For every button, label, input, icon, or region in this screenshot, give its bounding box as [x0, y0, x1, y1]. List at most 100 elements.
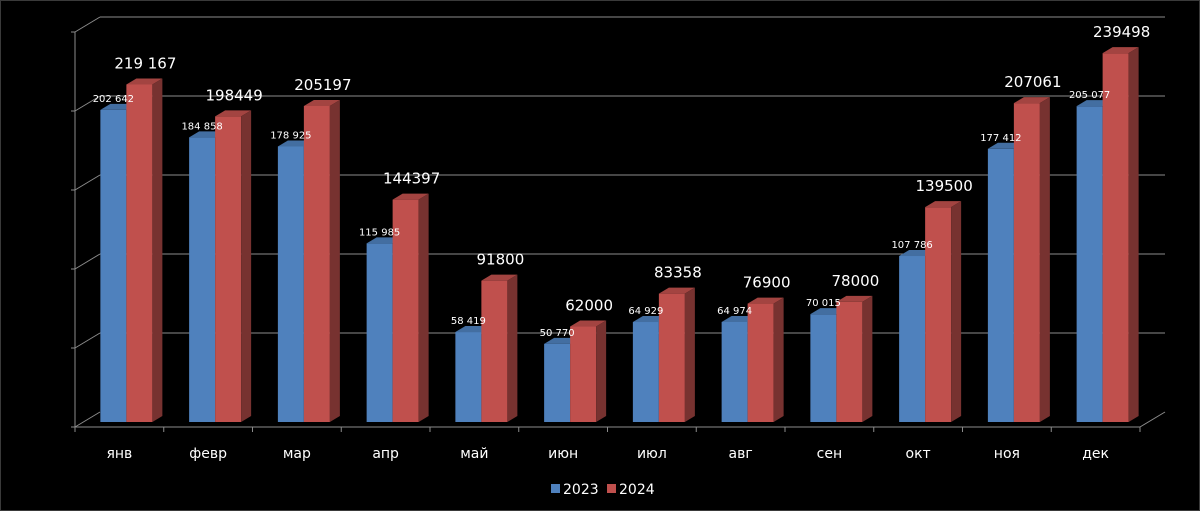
- data-label-2024-0: 219 167: [114, 54, 176, 72]
- legend-swatch-2024: [607, 484, 616, 493]
- category-label: сен: [817, 446, 842, 462]
- bar-side-2024-0: [152, 78, 163, 422]
- category-label: июн: [548, 446, 578, 462]
- legend-label-2023: 2023: [563, 482, 599, 498]
- data-label-2024-1: 198449: [205, 86, 262, 104]
- data-label-2024-2: 205197: [294, 76, 351, 94]
- category-label: февр: [189, 446, 227, 462]
- data-label-2023-11: 205 077: [1069, 90, 1110, 101]
- bar-side-2024-8: [862, 295, 873, 422]
- bar-2024-4: [481, 280, 508, 422]
- bar-2024-8: [836, 301, 863, 422]
- bar-2023-2: [277, 146, 304, 422]
- bar-top-2024-9: [925, 201, 962, 208]
- bar-2023-10: [987, 148, 1014, 422]
- bar-2024-1: [215, 116, 242, 422]
- bar-side-2024-2: [329, 99, 340, 423]
- bar-2024-11: [1102, 53, 1129, 422]
- category-label: янв: [106, 446, 132, 462]
- data-label-2024-11: 239498: [1093, 23, 1150, 41]
- bar-2023-3: [366, 243, 393, 422]
- grid-layer: [71, 16, 1166, 432]
- data-label-2024-8: 78000: [832, 272, 880, 290]
- bar-2024-5: [570, 326, 597, 422]
- data-label-2023-8: 70 015: [806, 298, 841, 309]
- bar-2024-10: [1013, 103, 1040, 422]
- category-label: май: [460, 446, 488, 462]
- bar-2023-5: [544, 343, 571, 422]
- side-wall-line: [74, 411, 101, 428]
- bar-top-2024-0: [126, 78, 163, 85]
- data-label-2023-7: 64 974: [717, 306, 752, 317]
- category-label: мар: [283, 446, 311, 462]
- bar-2023-9: [899, 256, 926, 422]
- side-wall-line: [74, 253, 101, 270]
- data-label-2024-10: 207061: [1004, 73, 1061, 91]
- data-label-2023-6: 64 929: [628, 306, 663, 317]
- bar-top-2024-5: [570, 320, 607, 327]
- category-label: авг: [729, 446, 753, 462]
- bar-top-2024-4: [481, 274, 518, 281]
- bar-side-2024-4: [507, 274, 518, 422]
- bar-2023-6: [632, 322, 659, 422]
- category-label: окт: [906, 446, 931, 462]
- bar-top-2024-3: [392, 193, 429, 200]
- bar-2024-9: [925, 207, 952, 422]
- bar-side-2024-7: [773, 297, 784, 422]
- bar-top-2024-7: [747, 297, 784, 304]
- bar-side-2024-9: [951, 201, 962, 422]
- labels-layer: 202 642 219 167 184 858 198449 178 925 205197…: [93, 23, 1151, 339]
- bar-2024-0: [126, 84, 153, 422]
- data-label-2024-6: 83358: [654, 264, 702, 282]
- category-label: ноя: [994, 446, 1020, 462]
- data-label-2023-10: 177 412: [980, 133, 1021, 144]
- side-wall-line: [74, 16, 101, 33]
- bar-2023-0: [100, 109, 127, 422]
- side-wall-line: [74, 95, 101, 112]
- bar-side-2024-3: [418, 193, 429, 422]
- category-label: дек: [1082, 446, 1109, 462]
- data-label-2024-5: 62000: [565, 297, 613, 315]
- data-label-2024-9: 139500: [915, 177, 972, 195]
- side-wall-line: [74, 332, 101, 349]
- data-label-2024-7: 76900: [743, 274, 791, 292]
- bar-2024-3: [392, 199, 419, 422]
- bar-2024-7: [747, 303, 774, 422]
- data-label-2023-3: 115 985: [359, 227, 400, 238]
- data-label-2023-2: 178 925: [270, 130, 311, 141]
- bars-layer: [100, 47, 1139, 423]
- bar-2023-1: [189, 137, 216, 423]
- bar-2023-7: [721, 321, 748, 422]
- bar-2024-2: [303, 105, 330, 423]
- bar-top-2024-11: [1102, 47, 1139, 54]
- bar-2024-6: [658, 293, 685, 422]
- bar-side-2024-11: [1128, 47, 1139, 422]
- category-axis: янв февр мар апр май июн июл авг сен окт ноя дек: [106, 446, 1109, 462]
- legend-label-2024: 2024: [619, 482, 655, 498]
- data-label-2024-4: 91800: [477, 251, 525, 269]
- bar-top-2024-1: [215, 110, 252, 117]
- category-label: апр: [372, 446, 399, 462]
- legend-swatch-2023: [551, 484, 560, 493]
- bar-top-2024-10: [1013, 97, 1050, 104]
- bar-side-2024-1: [241, 110, 252, 422]
- data-label-2023-9: 107 786: [891, 240, 932, 251]
- bar-2023-8: [810, 314, 837, 422]
- bar-side-2024-10: [1039, 97, 1050, 422]
- bar-2023-4: [455, 332, 482, 422]
- bar-side-2024-5: [596, 320, 607, 422]
- floor-right-edge: [1139, 411, 1166, 428]
- side-wall-line: [74, 174, 101, 191]
- data-label-2023-1: 184 858: [181, 121, 222, 132]
- bar-top-2024-8: [836, 295, 873, 302]
- data-label-2023-5: 50 770: [540, 328, 575, 339]
- category-label: июл: [637, 446, 667, 462]
- bar-side-2024-6: [684, 287, 695, 422]
- data-label-2023-0: 202 642: [93, 94, 134, 105]
- bar-top-2024-6: [658, 287, 695, 294]
- bar-2023-11: [1076, 106, 1103, 422]
- data-label-2024-3: 144397: [383, 170, 440, 188]
- legend: 2023 2024: [551, 482, 655, 498]
- data-label-2023-4: 58 419: [451, 316, 486, 327]
